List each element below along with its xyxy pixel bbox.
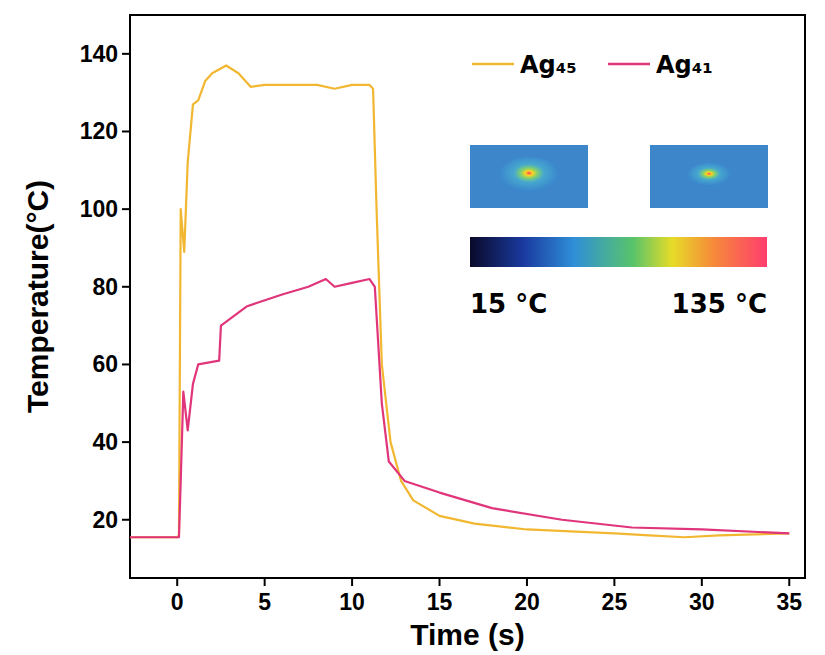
x-tick xyxy=(439,578,441,586)
y-tick-label: 40 xyxy=(92,429,118,455)
colorbar xyxy=(470,237,767,267)
y-tick xyxy=(122,286,130,288)
x-tick xyxy=(176,578,178,586)
y-tick-label: 20 xyxy=(92,507,118,533)
x-tick-label: 5 xyxy=(258,589,271,615)
x-tick-label: 10 xyxy=(339,589,365,615)
legend-swatch xyxy=(472,63,514,66)
y-axis-title: Temperature(°C) xyxy=(21,180,54,413)
y-tick xyxy=(122,519,130,521)
x-tick xyxy=(351,578,353,586)
legend-label: Ag₄₅ xyxy=(520,51,577,79)
inset-image xyxy=(650,145,768,208)
y-tick-label: 80 xyxy=(92,274,118,300)
x-tick-label: 25 xyxy=(602,589,628,615)
x-tick-label: 20 xyxy=(514,589,540,615)
inset-hotspot xyxy=(499,157,559,193)
y-tick-label: 100 xyxy=(80,196,118,222)
legend-swatch xyxy=(608,63,650,66)
colorbar-label: 135 °C xyxy=(672,289,767,319)
y-tick xyxy=(122,208,130,210)
y-tick xyxy=(122,53,130,55)
inset-hotspot xyxy=(687,163,731,187)
series-line xyxy=(130,279,789,537)
x-tick-label: 0 xyxy=(171,589,184,615)
legend-label: Ag₄₁ xyxy=(656,51,713,79)
x-tick-label: 30 xyxy=(689,589,715,615)
y-tick xyxy=(122,130,130,132)
x-tick xyxy=(701,578,703,586)
x-tick xyxy=(264,578,266,586)
y-tick-label: 60 xyxy=(92,351,118,377)
y-tick xyxy=(122,441,130,443)
plot-frame xyxy=(130,15,805,578)
inset-image xyxy=(470,145,588,208)
x-axis-title: Time (s) xyxy=(410,618,524,651)
y-tick-label: 120 xyxy=(80,118,118,144)
colorbar-label: 15 °C xyxy=(470,289,547,319)
series-line xyxy=(130,65,789,537)
y-tick-label: 140 xyxy=(80,41,118,67)
x-tick xyxy=(613,578,615,586)
x-tick xyxy=(526,578,528,586)
x-tick-label: 15 xyxy=(427,589,453,615)
x-tick-label: 35 xyxy=(776,589,802,615)
y-tick xyxy=(122,363,130,365)
x-tick xyxy=(788,578,790,586)
plot-lines xyxy=(130,65,789,537)
